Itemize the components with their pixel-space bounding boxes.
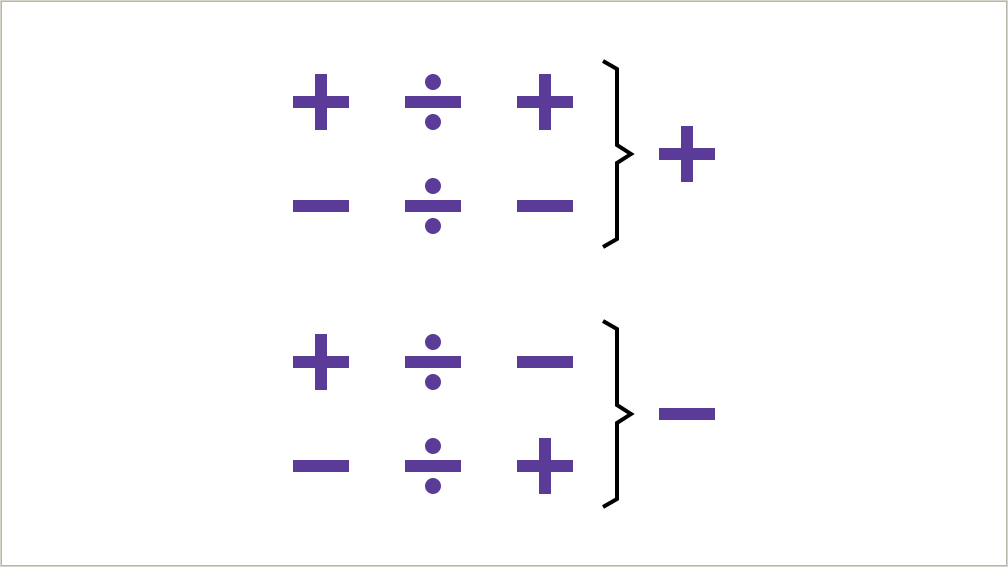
- minus-icon: [289, 434, 353, 498]
- plus-icon: [513, 434, 577, 498]
- plus-icon: [289, 330, 353, 394]
- diagram-stage: [289, 59, 719, 509]
- brace-icon: [601, 59, 635, 249]
- group-rows: [289, 330, 577, 498]
- minus-icon: [513, 174, 577, 238]
- plus-icon: [289, 70, 353, 134]
- rule-row: [289, 434, 577, 498]
- plus-icon: [513, 70, 577, 134]
- divide-icon: [401, 434, 465, 498]
- divide-icon: [401, 330, 465, 394]
- minus-icon: [655, 382, 719, 446]
- minus-icon: [513, 330, 577, 394]
- brace-icon: [601, 319, 635, 509]
- group-rows: [289, 70, 577, 238]
- sign-rule-group: [289, 319, 719, 509]
- divide-icon: [401, 70, 465, 134]
- rule-row: [289, 330, 577, 394]
- plus-icon: [655, 122, 719, 186]
- sign-rule-group: [289, 59, 719, 249]
- diagram-panel: [1, 1, 1007, 566]
- minus-icon: [289, 174, 353, 238]
- rule-row: [289, 174, 577, 238]
- divide-icon: [401, 174, 465, 238]
- rule-row: [289, 70, 577, 134]
